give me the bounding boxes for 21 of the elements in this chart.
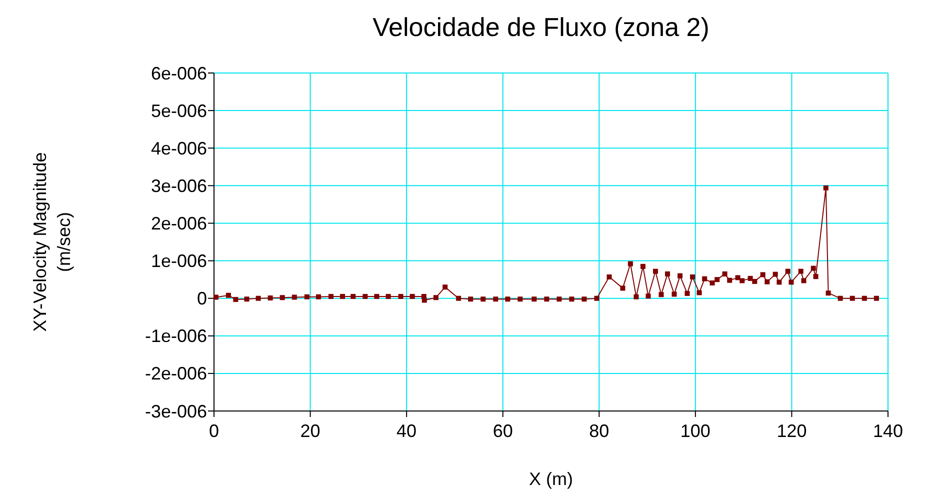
x-axis-title: X (m) — [529, 469, 573, 489]
y-tick-label: 0 — [196, 288, 207, 309]
x-tick-label: 80 — [589, 421, 610, 441]
chart-title: Velocidade de Fluxo (zona 2) — [372, 12, 710, 42]
x-tick-label: 100 — [680, 421, 710, 441]
x-tick-label: 20 — [300, 421, 320, 441]
y-tick-label: -3e-006 — [144, 401, 207, 422]
y-tick-label: 2e-006 — [150, 214, 207, 234]
y-tick-label: 5e-006 — [150, 100, 207, 121]
y-axis-title: XY-Velocity Magnitude (m/sec) — [30, 152, 74, 332]
x-tick-label: 40 — [396, 421, 417, 441]
y-tick-label: 1e-006 — [150, 251, 207, 272]
x-tick-label: 120 — [776, 421, 807, 441]
x-tick-label: 0 — [208, 421, 220, 441]
x-tick-label: 60 — [492, 421, 513, 441]
x-tick-label: 140 — [872, 421, 904, 441]
y-tick-label: -1e-006 — [144, 326, 207, 346]
y-tick-label: 4e-006 — [150, 138, 207, 158]
y-tick-label: 6e-006 — [150, 63, 207, 84]
y-tick-label: 3e-006 — [150, 176, 207, 196]
y-tick-label: -2e-006 — [144, 364, 207, 384]
